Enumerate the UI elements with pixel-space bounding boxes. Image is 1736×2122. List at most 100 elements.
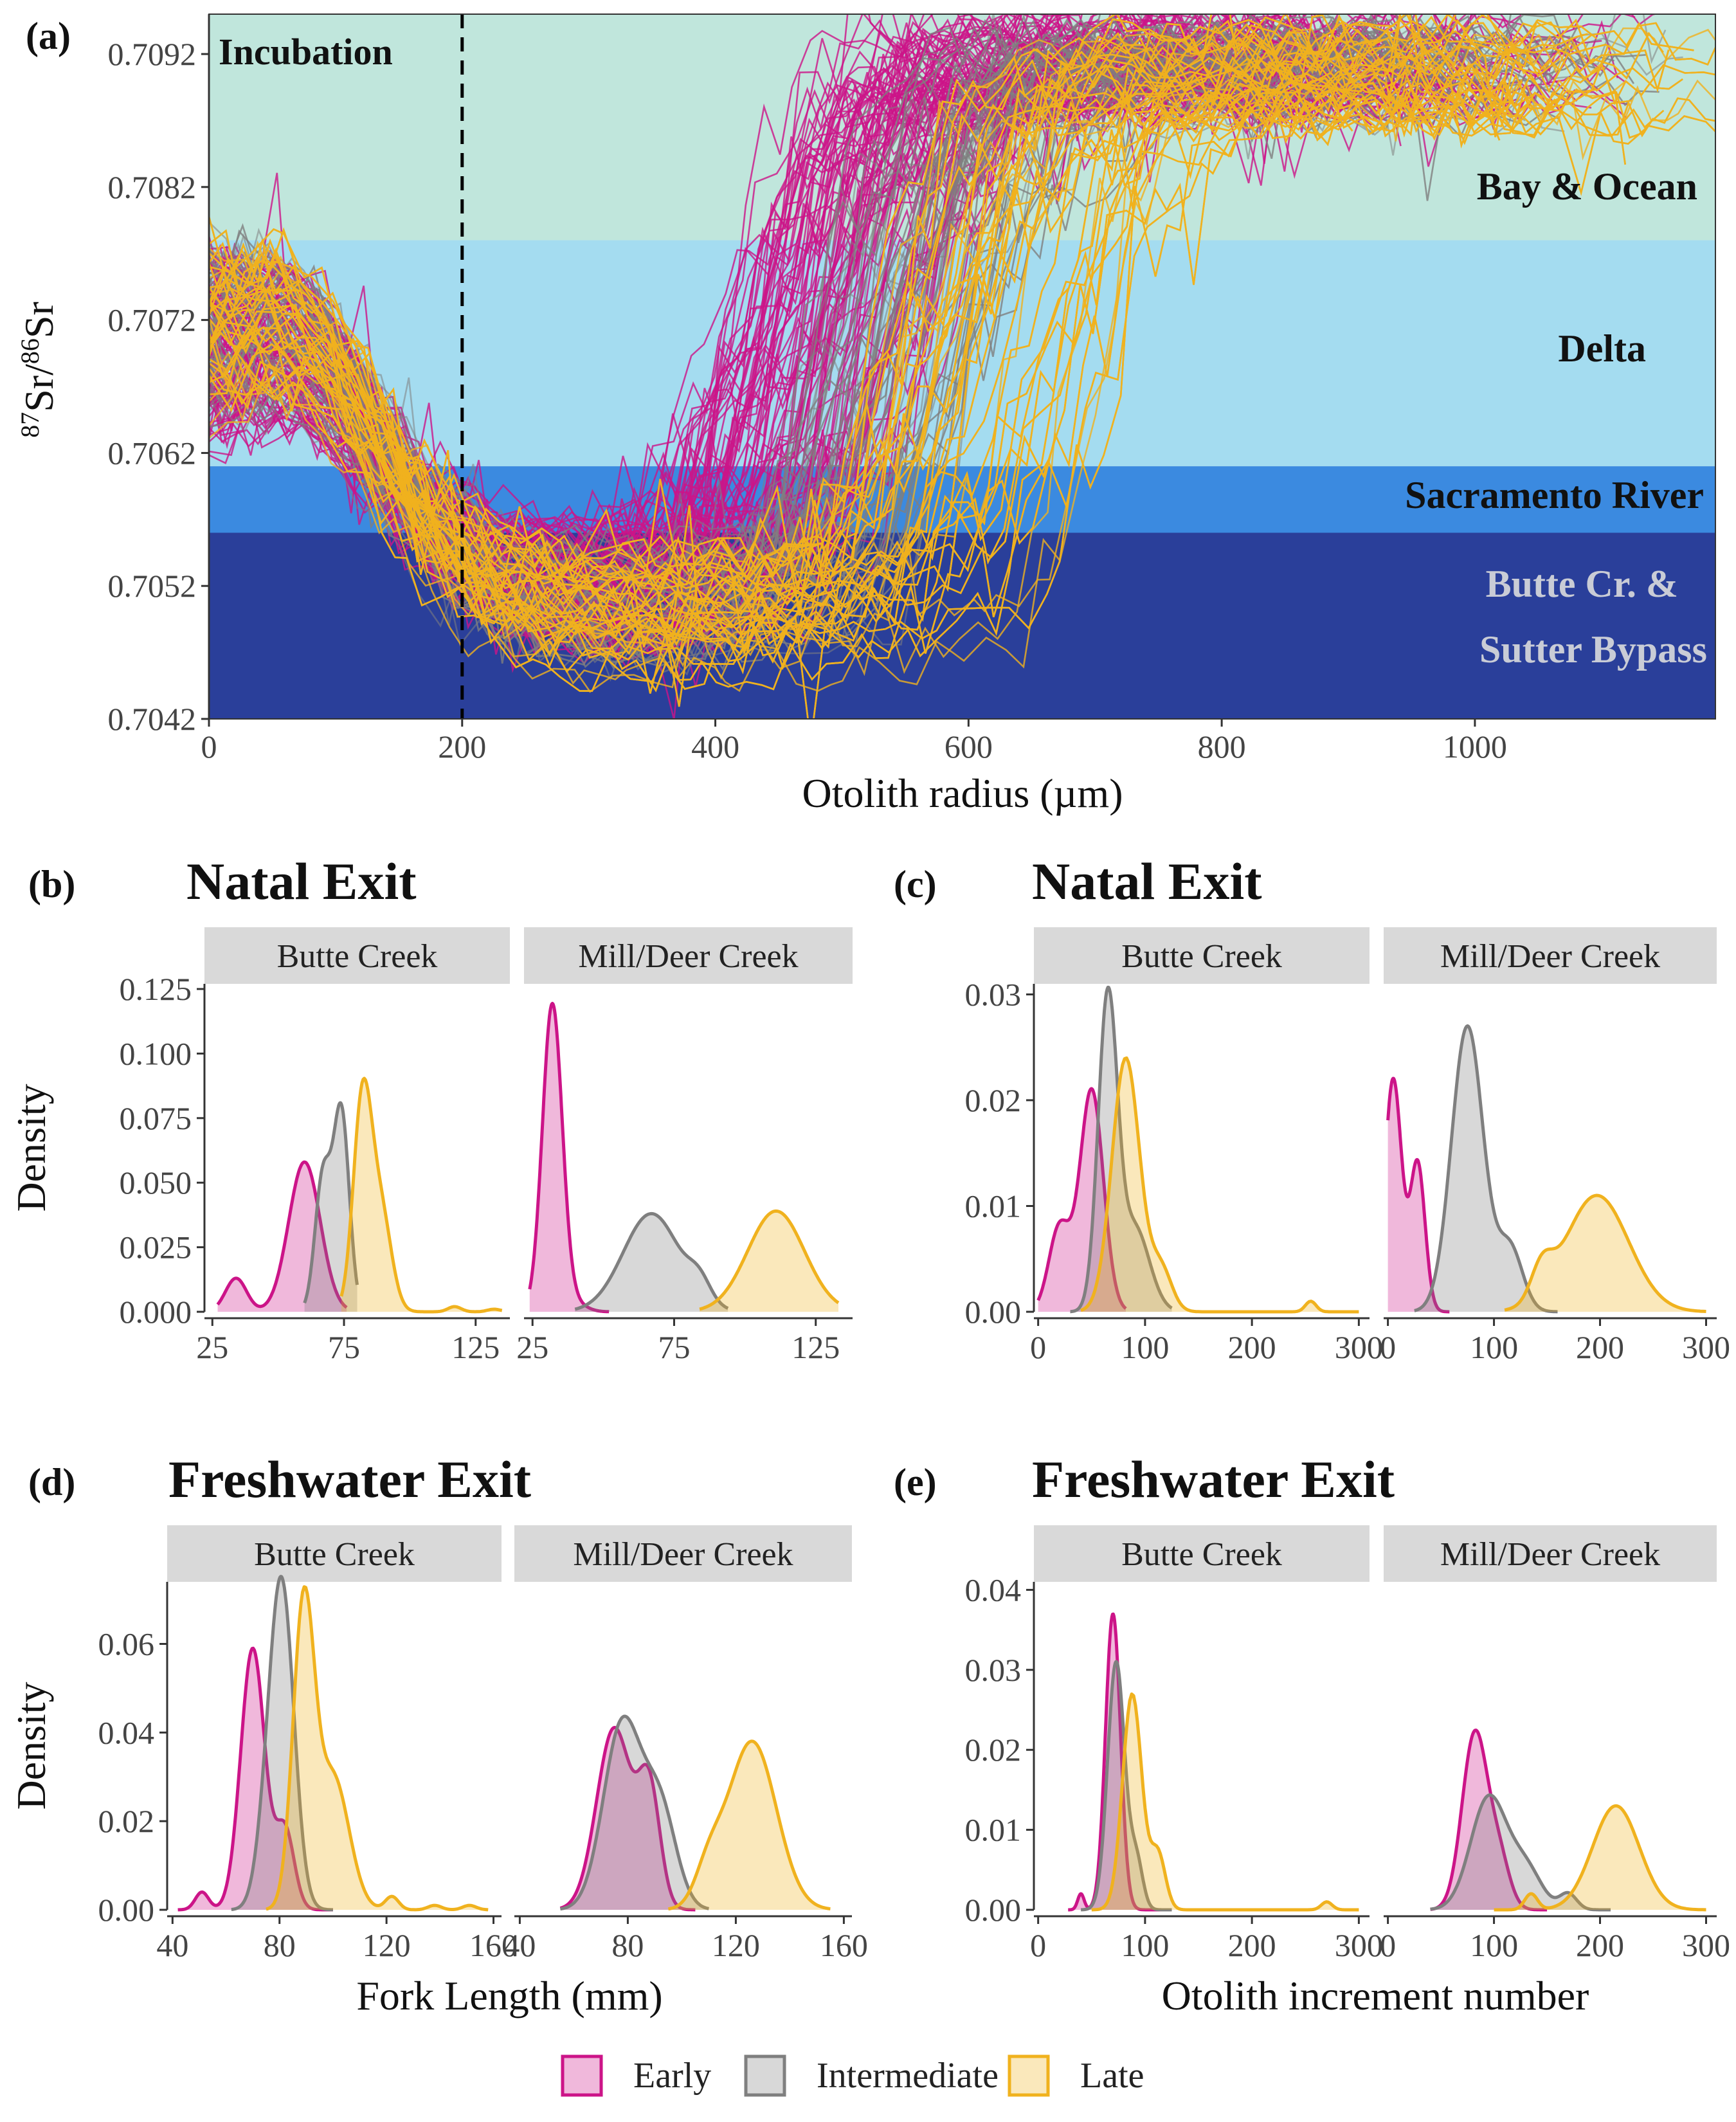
facet-label: Butte Creek — [254, 1536, 415, 1573]
x-axis-title: Fork Length (mm) — [356, 1973, 662, 2018]
x-tick-label: 300 — [1335, 1927, 1383, 1963]
x-tick-label: 200 — [438, 729, 486, 765]
trajectory-late — [209, 95, 1715, 691]
legend-key-early — [561, 2054, 603, 2097]
panel-tag: (e) — [894, 1461, 937, 1503]
x-tick-label: 100 — [1121, 1927, 1169, 1963]
x-tick-label: 300 — [1682, 1329, 1730, 1365]
trajectory-late — [209, 61, 1683, 675]
zone-label-butte: Butte Cr. & — [1486, 563, 1678, 605]
panel-title: Natal Exit — [186, 852, 417, 911]
facet: Mill/Deer Creek 0 100 200 300 — [1380, 927, 1730, 1365]
density-line-early — [1036, 1087, 1127, 1310]
facet-strip — [1384, 1525, 1717, 1582]
density-line-early — [216, 1160, 348, 1309]
trajectory-late — [209, 14, 1664, 615]
facet-strip — [524, 927, 853, 984]
facet-label: Mill/Deer Creek — [578, 938, 798, 975]
x-tick-label: 75 — [658, 1329, 690, 1365]
panel-tag: (b) — [28, 863, 75, 905]
y-tick-label: 0.7082 — [108, 169, 197, 205]
y-tick-label: 0.000 — [120, 1294, 192, 1330]
y-tick-label: 0.02 — [98, 1803, 155, 1839]
panel-border — [208, 14, 1716, 720]
density-line-late — [266, 1585, 489, 1912]
density-line-intermediate — [574, 1211, 729, 1311]
x-tick-label: 0 — [201, 729, 217, 765]
panel-tag: (c) — [894, 863, 937, 905]
facet-strip — [167, 1525, 502, 1582]
density-line-late — [1091, 1692, 1359, 1912]
x-axis-title: Otolith increment number — [1162, 1973, 1589, 2018]
density-area-early — [560, 1727, 696, 1910]
panel-tag: (d) — [28, 1461, 75, 1503]
zone-label-delta: Delta — [1558, 327, 1646, 370]
density-line-early — [1429, 1728, 1548, 1912]
panel-b: (b) Natal Exit 0.000 0.025 0.050 0.075 0.100 0.… — [8, 852, 853, 1365]
legend-key-intermediate — [744, 2054, 786, 2097]
y-axis-title: Density — [8, 1084, 54, 1211]
panel-title: Freshwater Exit — [1032, 1450, 1395, 1509]
y-tick-label: 0.050 — [120, 1165, 192, 1201]
x-axis-title: Otolith radius (µm) — [802, 770, 1123, 816]
density-line-early — [559, 1726, 696, 1912]
panel-d: (d) Freshwater Exit 0.00 0.02 0.04 0.06 Densit… — [8, 1450, 868, 2018]
y-tick-label: 0.01 — [965, 1188, 1022, 1224]
x-tick-label: 75 — [328, 1329, 360, 1365]
density-line-intermediate — [1069, 985, 1173, 1314]
incubation-label: Incubation — [219, 31, 393, 73]
legend-label: Early — [633, 2056, 711, 2096]
legend-label: Intermediate — [817, 2056, 999, 2096]
x-tick-label: 800 — [1198, 729, 1246, 765]
trajectory-late — [209, 39, 1586, 693]
density-line-late — [1494, 1804, 1706, 1912]
x-tick-label: 600 — [945, 729, 993, 765]
x-tick-label: 125 — [451, 1329, 500, 1365]
x-tick-label: 0 — [1030, 1927, 1046, 1963]
facet-strip — [1384, 927, 1717, 984]
x-tick-label: 100 — [1470, 1329, 1518, 1365]
x-tick-label: 80 — [264, 1927, 296, 1963]
x-tick-label: 40 — [503, 1927, 536, 1963]
density-area-intermediate — [1430, 1795, 1611, 1910]
facet: Butte Creek 40 80 120 160 — [156, 1525, 518, 1963]
facet: Mill/Deer Creek 25 75 125 — [516, 927, 853, 1365]
density-area-late — [1091, 1694, 1359, 1910]
legend-key-late — [1008, 2054, 1050, 2097]
density-line-early — [1067, 1612, 1162, 1912]
density-line-early — [1386, 1076, 1451, 1314]
x-tick-label: 300 — [1682, 1927, 1730, 1963]
zone-label-bay: Bay & Ocean — [1477, 165, 1697, 208]
trajectory-late — [209, 71, 1596, 641]
panel-title: Natal Exit — [1032, 852, 1262, 911]
y-tick-label: 0.025 — [120, 1229, 192, 1265]
trajectory-intermediate — [209, 32, 1560, 670]
trajectory-late — [209, 19, 1715, 602]
facet: Butte Creek 0 100 200 300 — [1030, 1525, 1383, 1963]
y-tick-label: 0.00 — [965, 1892, 1022, 1928]
trajectory-late — [209, 27, 1510, 597]
trajectory-late — [209, 14, 1588, 649]
density-line-early — [177, 1646, 334, 1912]
y-axis-title-part: Sr — [16, 302, 62, 338]
facet-label: Mill/Deer Creek — [573, 1536, 793, 1573]
trajectory-group — [209, 14, 1715, 719]
y-tick-label: 0.075 — [120, 1100, 192, 1136]
density-area-intermediate — [231, 1576, 333, 1910]
x-tick-label: 120 — [712, 1927, 760, 1963]
facet-label: Butte Creek — [1121, 1536, 1282, 1573]
density-area-late — [668, 1741, 831, 1910]
density-area-late — [700, 1211, 838, 1312]
density-line-late — [1080, 1056, 1359, 1314]
x-tick-label: 160 — [820, 1927, 868, 1963]
y-tick-label: 0.03 — [965, 1652, 1022, 1688]
density-line-early — [528, 1002, 610, 1314]
x-tick-label: 200 — [1228, 1927, 1276, 1963]
y-tick-label: 0.01 — [965, 1812, 1022, 1848]
density-area-early — [177, 1648, 333, 1910]
panel-a: Incubation Bay & Ocean Delta Sacramento Riv… — [15, 14, 1716, 816]
x-tick-label: 0 — [1380, 1329, 1396, 1365]
x-tick-label: 200 — [1228, 1329, 1276, 1365]
y-tick-label: 0.03 — [965, 976, 1022, 1012]
